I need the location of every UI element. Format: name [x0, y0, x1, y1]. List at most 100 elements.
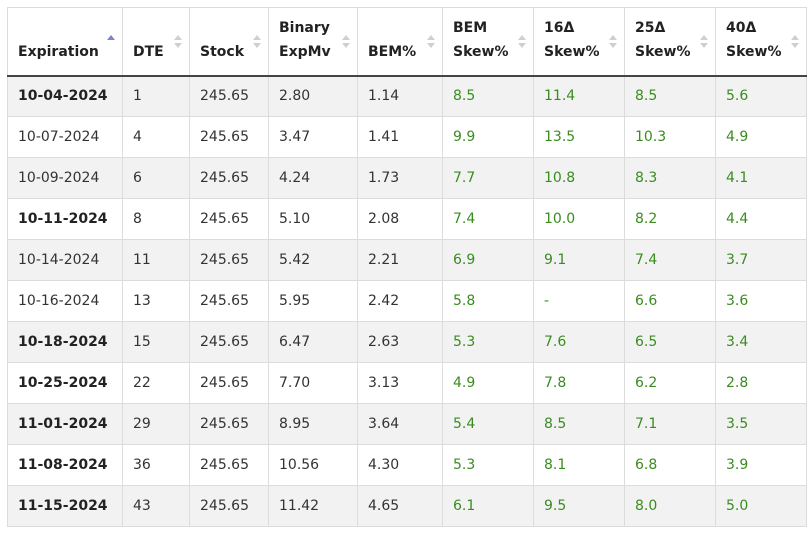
- cell-bem-skew: 7.4: [442, 198, 534, 240]
- column-header-label: BEM: [453, 19, 488, 36]
- column-header-binary-expmv[interactable]: Binary ExpMv: [268, 7, 358, 76]
- cell-d16-skew: 10.0: [533, 198, 625, 240]
- cell-expiration: 10-11-2024: [7, 198, 123, 240]
- cell-expiration: 10-14-2024: [7, 239, 123, 281]
- sort-icon[interactable]: [700, 35, 708, 49]
- cell-stock: 245.65: [189, 116, 269, 158]
- cell-bem-skew: 4.9: [442, 362, 534, 404]
- sort-icon[interactable]: [609, 35, 617, 49]
- cell-stock: 245.65: [189, 198, 269, 240]
- column-header-label: 16Δ: [544, 19, 575, 36]
- cell-dte: 1: [122, 75, 190, 117]
- cell-expiration: 11-01-2024: [7, 403, 123, 445]
- cell-binary-expmv: 4.24: [268, 157, 358, 199]
- cell-expiration: 11-08-2024: [7, 444, 123, 486]
- cell-bem-skew: 5.3: [442, 444, 534, 486]
- cell-expiration: 10-09-2024: [7, 157, 123, 199]
- cell-dte: 13: [122, 280, 190, 322]
- cell-d25-skew: 6.8: [624, 444, 716, 486]
- table-row: 10-25-2024 22 245.65 7.70 3.13 4.9 7.8 6.2 2.8: [7, 362, 807, 404]
- table-row: 11-01-2024 29 245.65 8.95 3.64 5.4 8.5 7.1 3.5: [7, 403, 807, 445]
- cell-expiration: 10-07-2024: [7, 116, 123, 158]
- column-header-label: Stock: [200, 43, 245, 60]
- column-header-d16-skew[interactable]: 16Δ Skew%: [533, 7, 625, 76]
- cell-d16-skew: 13.5: [533, 116, 625, 158]
- cell-dte: 4: [122, 116, 190, 158]
- cell-d16-skew: 9.5: [533, 485, 625, 527]
- header-row: Expiration DTE Stock Binary ExpMv BEM% BEM Skew…: [7, 7, 807, 76]
- column-header-label: Expiration: [18, 43, 99, 60]
- cell-d40-skew: 2.8: [715, 362, 807, 404]
- cell-bem-skew: 8.5: [442, 75, 534, 117]
- cell-d40-skew: 3.6: [715, 280, 807, 322]
- cell-bem-pct: 1.14: [357, 75, 443, 117]
- cell-d16-skew: 8.1: [533, 444, 625, 486]
- cell-d25-skew: 6.6: [624, 280, 716, 322]
- cell-d40-skew: 4.1: [715, 157, 807, 199]
- cell-bem-pct: 2.08: [357, 198, 443, 240]
- column-header-d40-skew[interactable]: 40Δ Skew%: [715, 7, 807, 76]
- sort-icon[interactable]: [342, 35, 350, 49]
- cell-stock: 245.65: [189, 75, 269, 117]
- cell-dte: 43: [122, 485, 190, 527]
- column-header-label: Skew%: [635, 43, 691, 60]
- cell-bem-skew: 5.8: [442, 280, 534, 322]
- cell-bem-pct: 1.73: [357, 157, 443, 199]
- cell-expiration: 10-25-2024: [7, 362, 123, 404]
- sort-icon[interactable]: [518, 35, 526, 49]
- cell-d40-skew: 4.4: [715, 198, 807, 240]
- table-row: 10-14-2024 11 245.65 5.42 2.21 6.9 9.1 7.4 3.7: [7, 239, 807, 281]
- cell-binary-expmv: 3.47: [268, 116, 358, 158]
- table-body: 10-04-2024 1 245.65 2.80 1.14 8.5 11.4 8.5 5.6 10…: [7, 75, 807, 527]
- table-container: Expiration DTE Stock Binary ExpMv BEM% BEM Skew…: [7, 7, 807, 527]
- cell-bem-pct: 2.42: [357, 280, 443, 322]
- cell-d40-skew: 4.9: [715, 116, 807, 158]
- table-row: 10-04-2024 1 245.65 2.80 1.14 8.5 11.4 8.5 5.6: [7, 75, 807, 117]
- cell-expiration: 10-18-2024: [7, 321, 123, 363]
- sort-icon[interactable]: [791, 35, 799, 49]
- cell-stock: 245.65: [189, 362, 269, 404]
- cell-d25-skew: 10.3: [624, 116, 716, 158]
- cell-d25-skew: 8.2: [624, 198, 716, 240]
- cell-bem-pct: 3.64: [357, 403, 443, 445]
- column-header-label: BEM%: [368, 43, 417, 60]
- column-header-label: 40Δ: [726, 19, 757, 36]
- cell-d16-skew: 11.4: [533, 75, 625, 117]
- cell-d25-skew: 6.5: [624, 321, 716, 363]
- column-header-bem-pct[interactable]: BEM%: [357, 7, 443, 76]
- cell-d25-skew: 7.4: [624, 239, 716, 281]
- cell-d25-skew: 7.1: [624, 403, 716, 445]
- cell-bem-skew: 6.9: [442, 239, 534, 281]
- cell-binary-expmv: 5.42: [268, 239, 358, 281]
- cell-stock: 245.65: [189, 239, 269, 281]
- cell-d16-skew: -: [533, 280, 625, 322]
- cell-bem-skew: 5.3: [442, 321, 534, 363]
- cell-d16-skew: 7.6: [533, 321, 625, 363]
- column-header-d25-skew[interactable]: 25Δ Skew%: [624, 7, 716, 76]
- sort-icon[interactable]: [174, 35, 182, 49]
- cell-d40-skew: 3.7: [715, 239, 807, 281]
- cell-d40-skew: 3.9: [715, 444, 807, 486]
- column-header-label: 25Δ: [635, 19, 666, 36]
- cell-binary-expmv: 5.10: [268, 198, 358, 240]
- sort-asc-icon[interactable]: [107, 35, 115, 49]
- cell-expiration: 11-15-2024: [7, 485, 123, 527]
- cell-bem-pct: 3.13: [357, 362, 443, 404]
- column-header-dte[interactable]: DTE: [122, 7, 190, 76]
- cell-stock: 245.65: [189, 157, 269, 199]
- sort-icon[interactable]: [253, 35, 261, 49]
- table-row: 10-18-2024 15 245.65 6.47 2.63 5.3 7.6 6.5 3.4: [7, 321, 807, 363]
- cell-stock: 245.65: [189, 485, 269, 527]
- column-header-bem-skew[interactable]: BEM Skew%: [442, 7, 534, 76]
- cell-dte: 6: [122, 157, 190, 199]
- cell-bem-pct: 1.41: [357, 116, 443, 158]
- column-header-label: ExpMv: [279, 43, 331, 60]
- cell-d25-skew: 8.0: [624, 485, 716, 527]
- cell-binary-expmv: 5.95: [268, 280, 358, 322]
- cell-stock: 245.65: [189, 403, 269, 445]
- sort-icon[interactable]: [427, 35, 435, 49]
- cell-d40-skew: 3.4: [715, 321, 807, 363]
- column-header-label: DTE: [133, 43, 164, 60]
- column-header-stock[interactable]: Stock: [189, 7, 269, 76]
- column-header-expiration[interactable]: Expiration: [7, 7, 123, 76]
